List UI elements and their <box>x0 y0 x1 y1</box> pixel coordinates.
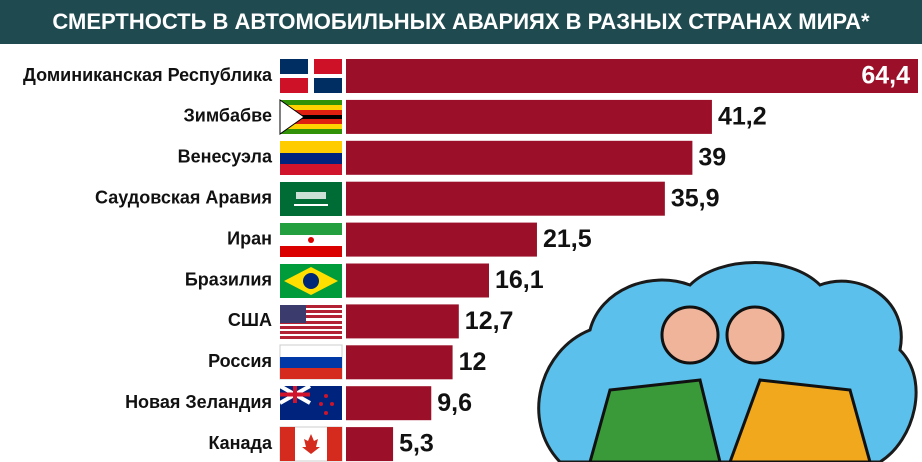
flag <box>279 344 343 380</box>
value-label: 16,1 <box>495 266 544 294</box>
title-banner <box>0 0 922 44</box>
category-label: Венесуэла <box>178 147 273 167</box>
flag <box>280 59 342 93</box>
flag <box>280 305 342 339</box>
flag <box>279 384 342 420</box>
value-label: 39 <box>698 143 726 171</box>
bar <box>346 222 537 257</box>
value-label: 21,5 <box>543 225 592 253</box>
flag <box>279 426 343 462</box>
flag <box>280 182 342 216</box>
bar <box>346 386 432 421</box>
bar <box>346 427 394 462</box>
category-label: Новая Зеландия <box>125 392 272 412</box>
value-label: 35,9 <box>671 184 720 212</box>
flag <box>280 223 342 257</box>
flag <box>280 264 342 298</box>
category-label: Канада <box>208 433 273 453</box>
bar <box>346 263 489 298</box>
value-label: 12,7 <box>465 307 514 335</box>
bar <box>346 59 918 93</box>
bar <box>346 345 453 380</box>
bar <box>346 99 712 134</box>
chart-title: СМЕРТНОСТЬ В АВТОМОБИЛЬНЫХ АВАРИЯХ В РАЗ… <box>52 9 870 34</box>
value-label: 64,4 <box>861 62 910 90</box>
category-label: Бразилия <box>185 269 272 289</box>
category-label: Иран <box>227 228 272 248</box>
category-label: Саудовская Аравия <box>95 187 272 207</box>
illustration <box>537 261 918 462</box>
value-label: 5,3 <box>399 430 434 458</box>
category-label: Доминиканская Республика <box>23 65 273 85</box>
value-label: 9,6 <box>437 389 472 417</box>
flag <box>279 99 342 135</box>
category-label: Россия <box>208 351 272 371</box>
flag <box>280 141 342 175</box>
value-label: 41,2 <box>718 103 767 131</box>
bar <box>346 304 459 339</box>
category-label: США <box>228 310 272 330</box>
flags <box>279 59 343 462</box>
category-label: Зимбабве <box>183 106 272 126</box>
value-label: 12 <box>459 348 487 376</box>
bar <box>346 140 693 175</box>
bar <box>346 181 665 216</box>
